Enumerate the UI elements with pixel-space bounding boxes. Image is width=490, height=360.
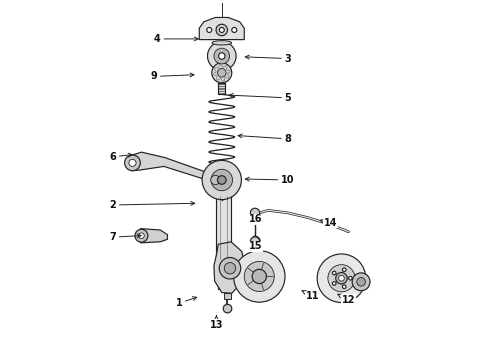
Circle shape [328, 265, 355, 292]
Text: 15: 15 [249, 241, 263, 251]
FancyBboxPatch shape [218, 262, 229, 289]
Text: 8: 8 [238, 134, 291, 144]
Text: 2: 2 [109, 200, 195, 210]
Text: 16: 16 [249, 214, 263, 224]
Circle shape [219, 53, 225, 59]
Circle shape [218, 68, 226, 77]
Text: 3: 3 [245, 54, 291, 64]
Circle shape [339, 275, 344, 281]
Text: 12: 12 [338, 294, 355, 305]
Text: 7: 7 [109, 232, 141, 242]
Circle shape [224, 262, 236, 274]
Polygon shape [224, 293, 231, 299]
FancyBboxPatch shape [218, 83, 225, 94]
Circle shape [245, 261, 274, 292]
Circle shape [332, 282, 336, 285]
Text: 5: 5 [229, 93, 291, 103]
Circle shape [212, 63, 232, 83]
Circle shape [207, 27, 212, 32]
Circle shape [218, 176, 226, 184]
Polygon shape [214, 242, 245, 293]
Circle shape [139, 233, 144, 239]
Circle shape [357, 278, 366, 286]
Circle shape [348, 276, 352, 280]
Polygon shape [136, 229, 168, 243]
Circle shape [343, 268, 346, 271]
Circle shape [336, 273, 347, 284]
Circle shape [234, 251, 285, 302]
Circle shape [211, 169, 232, 191]
Text: 4: 4 [154, 34, 198, 44]
Text: 9: 9 [150, 71, 194, 81]
Text: 13: 13 [210, 316, 223, 330]
Circle shape [216, 24, 227, 36]
Circle shape [343, 285, 346, 288]
Text: 10: 10 [245, 175, 294, 185]
Circle shape [202, 160, 242, 200]
Circle shape [207, 42, 236, 70]
Circle shape [250, 208, 260, 217]
Polygon shape [199, 18, 245, 40]
Circle shape [252, 269, 267, 284]
Circle shape [317, 254, 366, 302]
Text: 14: 14 [320, 218, 338, 228]
Text: 1: 1 [175, 297, 196, 308]
Circle shape [135, 229, 148, 242]
FancyBboxPatch shape [217, 192, 231, 262]
Circle shape [214, 48, 230, 64]
Circle shape [124, 155, 140, 171]
Circle shape [220, 27, 224, 32]
Circle shape [332, 271, 336, 275]
Polygon shape [132, 152, 218, 184]
Circle shape [220, 257, 241, 279]
Circle shape [352, 273, 370, 291]
Circle shape [232, 27, 237, 32]
Ellipse shape [212, 41, 232, 45]
Text: 6: 6 [109, 152, 132, 162]
Circle shape [129, 159, 136, 166]
Circle shape [250, 237, 260, 246]
Circle shape [223, 304, 232, 313]
Text: 11: 11 [302, 291, 319, 301]
Circle shape [211, 175, 220, 185]
